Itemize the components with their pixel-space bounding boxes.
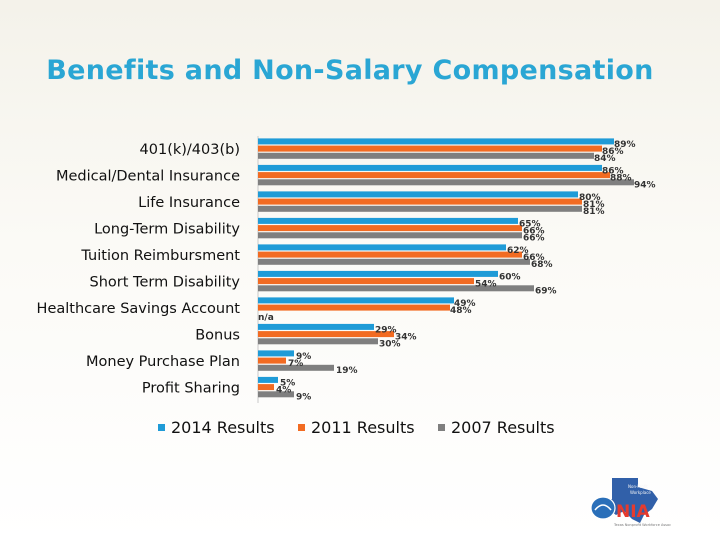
bar-2011-results-profit-sharing bbox=[258, 384, 274, 391]
bar-2007-results-401-k-403-b bbox=[258, 152, 594, 159]
bar-2014-results-money-purchase-plan bbox=[258, 350, 294, 357]
data-label: 65% bbox=[519, 219, 541, 229]
bar-2007-results-medical-dental-insurance bbox=[258, 179, 634, 186]
data-label: 60% bbox=[499, 272, 521, 282]
bar-2007-results-tuition-reimbursment bbox=[258, 258, 530, 265]
bar-2014-results-long-term-disability bbox=[258, 217, 518, 224]
bar-2007-results-life-insurance bbox=[258, 205, 582, 212]
category-label: Tuition Reimbursment bbox=[80, 248, 240, 264]
bar-2011-results-long-term-disability bbox=[258, 225, 522, 232]
bar-2011-results-healthcare-savings-account bbox=[258, 304, 450, 311]
bar-2011-results-life-insurance bbox=[258, 198, 582, 205]
bar-2014-results-healthcare-savings-account bbox=[258, 297, 454, 304]
svg-text:Workplace: Workplace bbox=[630, 490, 651, 495]
data-label: n/a bbox=[258, 313, 274, 323]
bar-2014-results-bonus bbox=[258, 323, 374, 330]
bar-2011-results-medical-dental-insurance bbox=[258, 172, 610, 179]
legend-label-2011-results: 2011 Results bbox=[311, 418, 415, 437]
data-label: 49% bbox=[454, 299, 476, 309]
data-label: 4% bbox=[276, 386, 291, 396]
svg-text:NIA: NIA bbox=[616, 502, 651, 522]
data-label: 9% bbox=[296, 352, 311, 362]
legend-swatch-2011-results bbox=[298, 424, 305, 431]
category-label: Bonus bbox=[195, 328, 240, 344]
category-label: Life Insurance bbox=[138, 195, 240, 211]
legend-label-2014-results: 2014 Results bbox=[171, 418, 275, 437]
data-label: 30% bbox=[379, 340, 401, 350]
data-label: 81% bbox=[583, 200, 605, 210]
bar-2007-results-short-term-disability bbox=[258, 285, 534, 292]
data-label: 66% bbox=[523, 253, 545, 263]
bar-2014-results-tuition-reimbursment bbox=[258, 244, 506, 251]
data-label: 81% bbox=[583, 207, 605, 217]
data-label: 54% bbox=[475, 280, 497, 290]
data-label: 48% bbox=[450, 306, 472, 316]
data-label: 34% bbox=[395, 333, 417, 343]
legend-swatch-2007-results bbox=[438, 424, 445, 431]
bar-2007-results-profit-sharing bbox=[258, 391, 294, 398]
bar-2014-results-profit-sharing bbox=[258, 376, 278, 383]
bar-2011-results-bonus bbox=[258, 331, 394, 338]
category-label: Short Term Disability bbox=[90, 275, 241, 291]
bar-2011-results-short-term-disability bbox=[258, 278, 474, 285]
bar-2011-results-401-k-403-b bbox=[258, 145, 602, 152]
data-label: 68% bbox=[531, 260, 553, 270]
data-label: 5% bbox=[280, 378, 295, 388]
category-label: Medical/Dental Insurance bbox=[56, 169, 240, 185]
data-label: 69% bbox=[535, 287, 557, 297]
bar-2007-results-money-purchase-plan bbox=[258, 364, 334, 371]
bar-2014-results-short-term-disability bbox=[258, 270, 498, 277]
data-label: 66% bbox=[523, 234, 545, 244]
category-label: Profit Sharing bbox=[142, 381, 240, 397]
data-label: 29% bbox=[375, 325, 397, 335]
bar-2011-results-money-purchase-plan bbox=[258, 357, 286, 364]
bar-2007-results-long-term-disability bbox=[258, 232, 522, 239]
data-label: 19% bbox=[336, 366, 358, 376]
data-label: 7% bbox=[288, 359, 303, 369]
category-label: Money Purchase Plan bbox=[86, 354, 240, 370]
bar-2014-results-life-insurance bbox=[258, 191, 578, 198]
data-label: 89% bbox=[614, 140, 636, 150]
svg-text:Non-Profit: Non-Profit bbox=[628, 484, 648, 489]
bar-2007-results-bonus bbox=[258, 338, 378, 345]
data-label: 9% bbox=[296, 393, 311, 403]
data-label: 94% bbox=[634, 181, 656, 191]
data-label: 86% bbox=[602, 166, 624, 176]
data-label: 88% bbox=[610, 174, 632, 184]
data-label: 86% bbox=[602, 147, 624, 157]
bar-2014-results-401-k-403-b bbox=[258, 138, 614, 145]
category-label: Healthcare Savings Account bbox=[37, 301, 241, 317]
data-label: 66% bbox=[523, 227, 545, 237]
svg-text:Texas Nonprofit Workforce Asso: Texas Nonprofit Workforce Assoc bbox=[613, 523, 671, 527]
category-label: Long-Term Disability bbox=[94, 222, 240, 238]
data-label: 80% bbox=[579, 193, 601, 203]
data-label: 84% bbox=[594, 154, 616, 164]
chart-title: Benefits and Non-Salary Compensation bbox=[46, 55, 654, 86]
legend-label-2007-results: 2007 Results bbox=[451, 418, 555, 437]
category-label: 401(k)/403(b) bbox=[140, 142, 240, 158]
legend-swatch-2014-results bbox=[158, 424, 165, 431]
data-label: 62% bbox=[507, 246, 529, 256]
bar-2014-results-medical-dental-insurance bbox=[258, 164, 602, 171]
bar-2011-results-tuition-reimbursment bbox=[258, 251, 522, 258]
organization-logo: Non-Profit Workplace NIA Texas Nonprofit… bbox=[586, 475, 686, 531]
